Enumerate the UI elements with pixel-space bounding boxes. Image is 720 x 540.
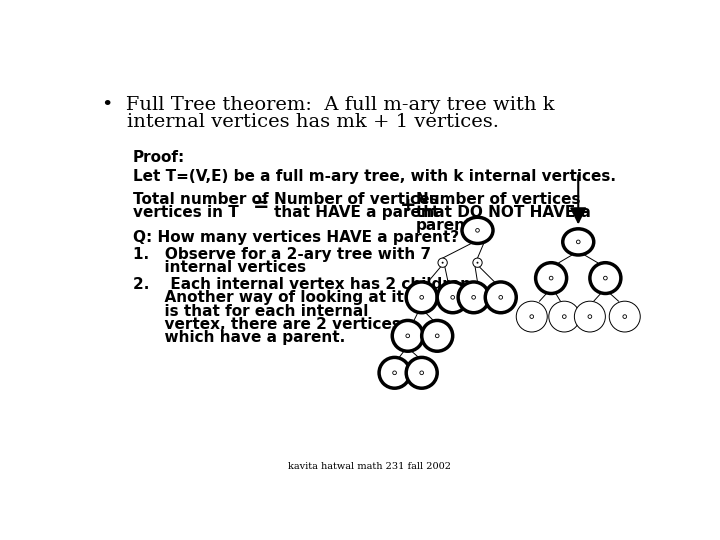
Text: Another way of looking at it: Another way of looking at it [132, 291, 403, 306]
Circle shape [392, 320, 423, 351]
Text: internal vertices: internal vertices [132, 260, 306, 275]
Circle shape [437, 282, 468, 313]
Text: vertex, there are 2 vertices: vertex, there are 2 vertices [132, 316, 400, 332]
Text: that HAVE a parent: that HAVE a parent [274, 205, 440, 220]
Circle shape [485, 282, 516, 313]
Circle shape [379, 357, 410, 388]
Circle shape [473, 258, 482, 267]
Text: Number of vertices: Number of vertices [274, 192, 439, 207]
Circle shape [536, 262, 567, 294]
Circle shape [590, 262, 621, 294]
Circle shape [438, 258, 447, 267]
Circle shape [516, 301, 547, 332]
Circle shape [575, 301, 606, 332]
Text: 2.    Each internal vertex has 2 children.: 2. Each internal vertex has 2 children. [132, 278, 476, 292]
Text: is that for each internal: is that for each internal [132, 303, 368, 319]
Text: Let T=(V,E) be a full m-ary tree, with k internal vertices.: Let T=(V,E) be a full m-ary tree, with k… [132, 168, 616, 184]
Text: Q: How many vertices HAVE a parent?: Q: How many vertices HAVE a parent? [132, 231, 459, 245]
Circle shape [422, 320, 453, 351]
Text: vertices in T: vertices in T [132, 205, 238, 220]
Text: parent: parent [415, 218, 473, 233]
Text: +: + [400, 195, 416, 215]
Text: kavita hatwal math 231 fall 2002: kavita hatwal math 231 fall 2002 [287, 462, 451, 471]
Circle shape [549, 301, 580, 332]
Text: internal vertices has mk + 1 vertices.: internal vertices has mk + 1 vertices. [102, 112, 499, 131]
Text: that DO NOT HAVE a: that DO NOT HAVE a [415, 205, 590, 220]
Circle shape [406, 357, 437, 388]
Ellipse shape [563, 229, 594, 255]
Text: •  Full Tree theorem:  A full m-ary tree with k: • Full Tree theorem: A full m-ary tree w… [102, 96, 554, 113]
Circle shape [609, 301, 640, 332]
Circle shape [406, 282, 437, 313]
Text: 1.   Observe for a 2-ary tree with 7: 1. Observe for a 2-ary tree with 7 [132, 247, 431, 262]
Circle shape [458, 282, 489, 313]
Text: Number of vertices: Number of vertices [415, 192, 580, 207]
Text: which have a parent.: which have a parent. [132, 330, 345, 345]
Text: =: = [253, 195, 269, 215]
Ellipse shape [462, 217, 493, 244]
Text: Total number of: Total number of [132, 192, 269, 207]
Text: Proof:: Proof: [132, 150, 185, 165]
